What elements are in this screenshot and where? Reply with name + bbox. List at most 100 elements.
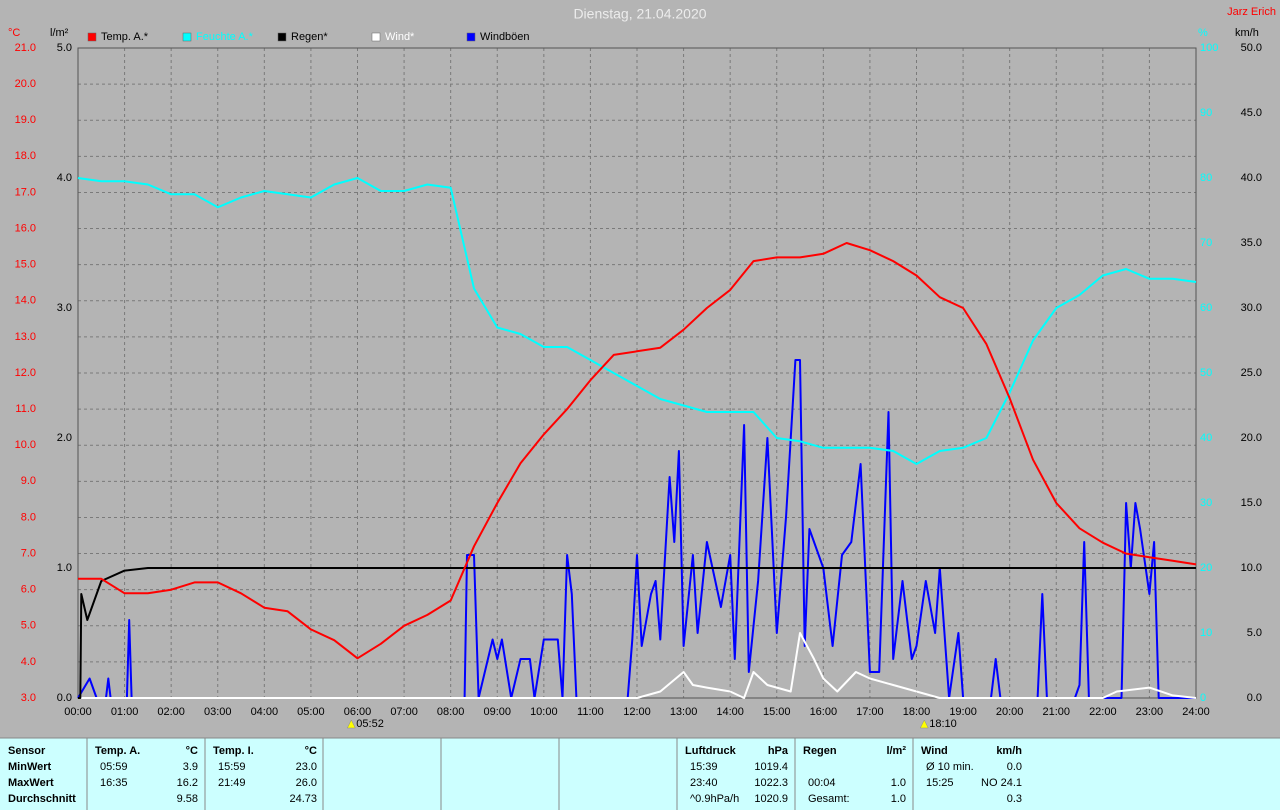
y-tick-label: 0 <box>1200 692 1206 704</box>
cell-label: 15:25 <box>926 777 954 789</box>
annotation-label: 18:10 <box>929 718 957 730</box>
legend-label: Regen* <box>291 31 328 43</box>
cell-label: 05:59 <box>100 761 128 773</box>
axis-unit: % <box>1198 27 1208 39</box>
column-header: Wind <box>921 745 948 757</box>
y-tick-label: 21.0 <box>15 42 36 54</box>
y-tick-label: 15.0 <box>1241 497 1262 509</box>
x-tick-label: 15:00 <box>763 706 791 718</box>
x-tick-label: 22:00 <box>1089 706 1117 718</box>
y-tick-label: 20.0 <box>1241 432 1262 444</box>
y-tick-label: 4.0 <box>57 172 72 184</box>
y-tick-label: 10.0 <box>15 439 36 451</box>
cell-value: 1019.4 <box>754 761 788 773</box>
annotation-label: 05:52 <box>356 718 384 730</box>
y-tick-label: 45.0 <box>1241 107 1262 119</box>
y-tick-label: 20 <box>1200 562 1212 574</box>
y-tick-label: 4.0 <box>21 656 36 668</box>
axis-unit: °C <box>8 27 20 39</box>
x-tick-label: 11:00 <box>577 706 604 718</box>
cell-label: 00:04 <box>808 777 836 789</box>
cell-value: 1022.3 <box>754 777 788 789</box>
x-tick-label: 06:00 <box>344 706 372 718</box>
y-tick-label: 100 <box>1200 42 1218 54</box>
y-tick-label: 40 <box>1200 432 1212 444</box>
y-tick-label: 40.0 <box>1241 172 1262 184</box>
x-tick-label: 21:00 <box>1042 706 1070 718</box>
column-unit: hPa <box>768 745 789 757</box>
cell-label: Gesamt: <box>808 793 850 805</box>
series-line <box>78 567 1196 699</box>
y-tick-label: 0.0 <box>1247 692 1262 704</box>
cell-label: 15:59 <box>218 761 246 773</box>
y-tick-label: 15.0 <box>15 259 36 271</box>
y-tick-label: 11.0 <box>15 403 36 415</box>
x-tick-label: 00:00 <box>64 706 92 718</box>
y-tick-label: 13.0 <box>15 331 36 343</box>
column-unit: km/h <box>996 745 1022 757</box>
x-tick-label: 04:00 <box>251 706 279 718</box>
x-tick-label: 09:00 <box>483 706 511 718</box>
y-tick-label: 19.0 <box>15 114 36 126</box>
cell-value: 16.2 <box>177 777 198 789</box>
y-tick-label: 5.0 <box>1247 627 1262 639</box>
y-tick-label: 5.0 <box>57 42 72 54</box>
y-tick-label: 14.0 <box>15 295 36 307</box>
y-tick-label: 20.0 <box>15 78 36 90</box>
y-tick-label: 30.0 <box>1241 302 1262 314</box>
cell-label: 23:40 <box>690 777 718 789</box>
x-tick-label: 23:00 <box>1136 706 1164 718</box>
y-tick-label: 60 <box>1200 302 1212 314</box>
y-tick-label: 25.0 <box>1241 367 1262 379</box>
column-header: Luftdruck <box>685 745 737 757</box>
column-unit: °C <box>305 745 317 757</box>
cell-label: 16:35 <box>100 777 128 789</box>
cell-label: 15:39 <box>690 761 718 773</box>
x-tick-label: 07:00 <box>390 706 418 718</box>
x-tick-label: 05:00 <box>297 706 325 718</box>
sun-marker <box>919 719 929 729</box>
y-tick-label: 0.0 <box>57 692 72 704</box>
y-tick-label: 12.0 <box>15 367 36 379</box>
y-tick-label: 9.0 <box>21 475 36 487</box>
cell-value: 1.0 <box>891 777 906 789</box>
sun-marker <box>346 719 356 729</box>
y-tick-label: 8.0 <box>21 511 36 523</box>
cell-value: NO 24.1 <box>981 777 1022 789</box>
cell-value: 3.9 <box>183 761 198 773</box>
y-tick-label: 17.0 <box>15 186 36 198</box>
legend-swatch <box>182 32 192 42</box>
y-tick-label: 16.0 <box>15 222 36 234</box>
y-tick-label: 50 <box>1200 367 1212 379</box>
legend-swatch <box>371 32 381 42</box>
row-label: Sensor <box>8 745 46 757</box>
y-tick-label: 10 <box>1200 627 1212 639</box>
y-tick-label: 5.0 <box>21 620 36 632</box>
x-tick-label: 18:00 <box>903 706 931 718</box>
column-header: Regen <box>803 745 837 757</box>
y-tick-label: 10.0 <box>1241 562 1262 574</box>
cell-label: ^0.9hPa/h <box>690 793 739 805</box>
series-line <box>77 359 1196 699</box>
axis-unit: l/m² <box>50 27 69 39</box>
x-tick-label: 16:00 <box>810 706 838 718</box>
stats-table-bg <box>0 738 1280 810</box>
x-tick-label: 03:00 <box>204 706 232 718</box>
chart-title: Dienstag, 21.04.2020 <box>573 6 706 22</box>
column-header: Temp. A. <box>95 745 140 757</box>
y-tick-label: 1.0 <box>57 562 72 574</box>
legend-label: Wind* <box>385 31 415 43</box>
x-tick-label: 12:00 <box>623 706 651 718</box>
axis-unit: km/h <box>1235 27 1259 39</box>
row-label: Durchschnitt <box>8 793 76 805</box>
cell-label: 21:49 <box>218 777 246 789</box>
y-tick-label: 50.0 <box>1241 42 1262 54</box>
x-tick-label: 01:00 <box>111 706 139 718</box>
row-label: MaxWert <box>8 777 54 789</box>
cell-value: 24.73 <box>289 793 317 805</box>
x-tick-label: 20:00 <box>996 706 1024 718</box>
y-tick-label: 35.0 <box>1241 237 1262 249</box>
cell-value: 0.0 <box>1007 761 1022 773</box>
cell-label: Ø 10 min. <box>926 761 974 773</box>
y-tick-label: 2.0 <box>57 432 72 444</box>
